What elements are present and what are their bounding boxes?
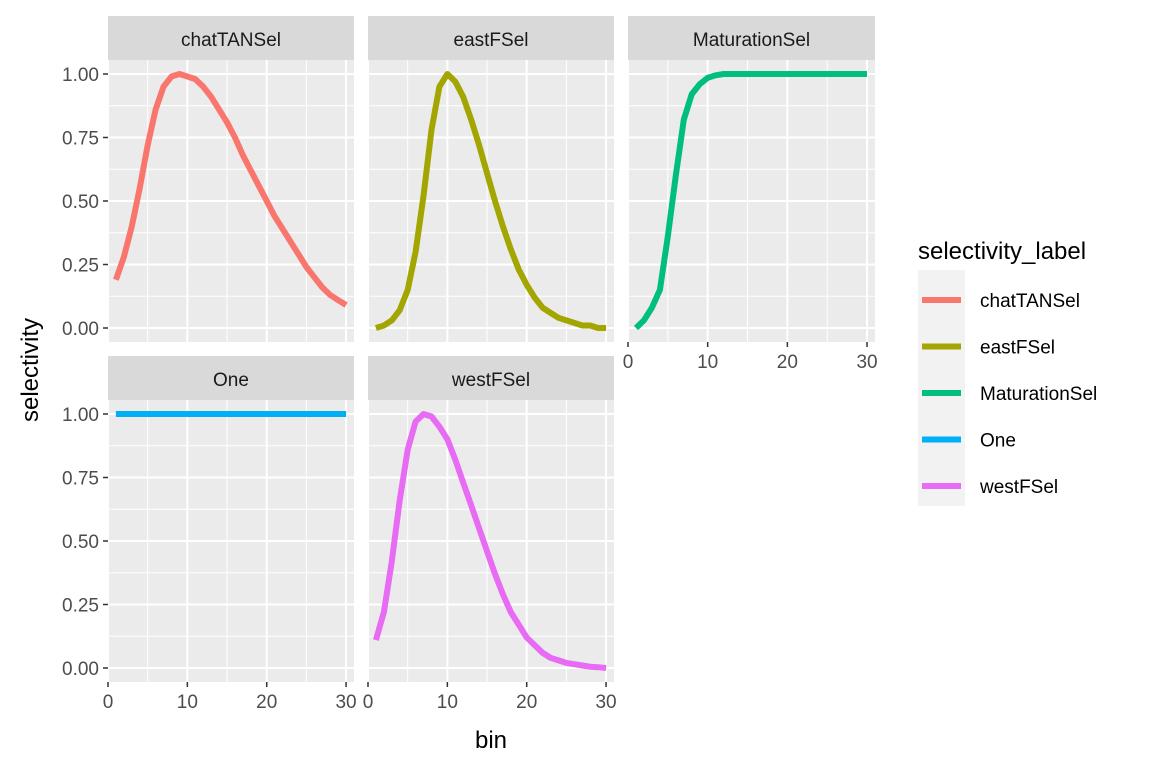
strip-background bbox=[368, 356, 614, 400]
panels: chatTANSel 0.00 0.25 0.50 0.75 1.00 eastFSel Ma… bbox=[62, 16, 878, 713]
legend-label: chatTANSel bbox=[980, 291, 1080, 312]
legend-item-eastFSel: eastFSel bbox=[922, 338, 1055, 359]
legend-label: eastFSel bbox=[980, 338, 1055, 359]
y-tick-label: 0.75 bbox=[62, 469, 99, 490]
legend: selectivity_label chatTANSel eastFSel Matu… bbox=[918, 238, 1097, 506]
strip-label: One bbox=[213, 370, 249, 391]
y-tick-label: 0.00 bbox=[62, 319, 99, 340]
strip-background bbox=[628, 16, 875, 60]
series-line-chatTANSel bbox=[113, 71, 348, 308]
x-tick-label: 30 bbox=[335, 692, 356, 713]
strip-label: chatTANSel bbox=[181, 30, 281, 51]
strip-background bbox=[108, 356, 354, 400]
y-tick-label: 0.50 bbox=[62, 192, 99, 213]
panel-MaturationSel: MaturationSel 0 10 20 30 bbox=[623, 16, 878, 373]
strip-label: eastFSel bbox=[454, 30, 529, 51]
x-tick-label: 20 bbox=[777, 352, 798, 373]
panel-eastFSel: eastFSel bbox=[367, 16, 614, 342]
legend-item-One: One bbox=[922, 431, 1016, 452]
legend-item-westFSel: westFSel bbox=[922, 477, 1058, 498]
x-tick-label: 30 bbox=[856, 352, 877, 373]
x-tick-label: 20 bbox=[516, 692, 537, 713]
x-tick-label: 30 bbox=[595, 692, 616, 713]
y-axis-title: selectivity bbox=[17, 318, 44, 422]
legend-title: selectivity_label bbox=[918, 238, 1086, 265]
x-tick-label: 0 bbox=[363, 692, 374, 713]
legend-label: westFSel bbox=[979, 477, 1058, 498]
series-line-westFSel bbox=[373, 411, 607, 671]
panel-One: One 0.00 0.25 0.50 0.75 1.00 0 10 20 30 bbox=[62, 356, 357, 713]
legend-label: One bbox=[980, 431, 1016, 452]
y-tick-label: 0.25 bbox=[62, 256, 99, 277]
strip-label: westFSel bbox=[451, 370, 530, 391]
strip-background bbox=[368, 16, 614, 60]
legend-background bbox=[918, 270, 965, 506]
series-line-MaturationSel bbox=[633, 71, 867, 331]
x-tick-label: 0 bbox=[103, 692, 114, 713]
legend-item-chatTANSel: chatTANSel bbox=[922, 291, 1080, 312]
y-tick-label: 1.00 bbox=[62, 65, 99, 86]
panel-westFSel: westFSel 0 10 20 30 bbox=[363, 356, 617, 713]
y-tick-label: 0.25 bbox=[62, 596, 99, 617]
x-tick-label: 10 bbox=[697, 352, 718, 373]
y-tick-label: 0.00 bbox=[62, 659, 99, 680]
x-tick-label: 10 bbox=[437, 692, 458, 713]
y-tick-label: 0.75 bbox=[62, 129, 99, 150]
x-axis-title: bin bbox=[475, 727, 507, 754]
x-tick-label: 20 bbox=[256, 692, 277, 713]
y-tick-label: 0.50 bbox=[62, 532, 99, 553]
x-tick-label: 0 bbox=[623, 352, 634, 373]
legend-items: chatTANSel eastFSel MaturationSel One westFS… bbox=[922, 291, 1097, 498]
panel-chatTANSel: chatTANSel 0.00 0.25 0.50 0.75 1.00 bbox=[62, 16, 354, 342]
strip-label: MaturationSel bbox=[693, 30, 810, 51]
legend-item-MaturationSel: MaturationSel bbox=[922, 384, 1097, 405]
strip-background bbox=[108, 16, 354, 60]
y-tick-label: 1.00 bbox=[62, 405, 99, 426]
series-line-eastFSel bbox=[375, 71, 607, 331]
x-tick-label: 10 bbox=[177, 692, 198, 713]
legend-label: MaturationSel bbox=[980, 384, 1097, 405]
